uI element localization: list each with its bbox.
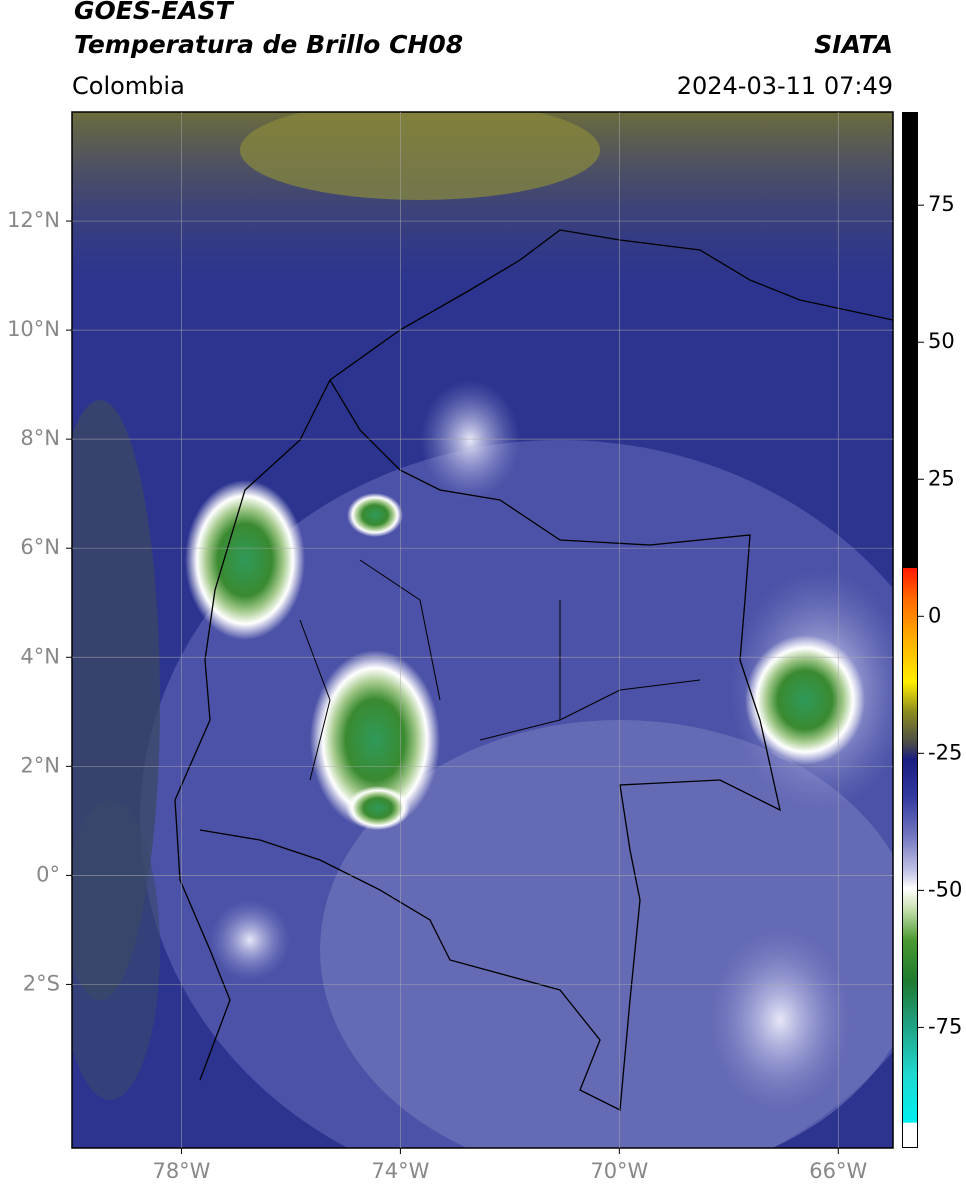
- colorbar-tick-label: 50: [928, 329, 955, 353]
- colorbar-tick-label: 75: [928, 192, 955, 216]
- colorbar-tick-label: -50: [928, 877, 962, 901]
- y-tick-label: 10°N: [7, 317, 60, 341]
- colorbar-tick-label: -25: [928, 740, 962, 764]
- y-tick-label: 12°N: [7, 208, 60, 232]
- colorbar-tick-label: 0: [928, 603, 941, 627]
- x-tick-label: 78°W: [152, 1159, 210, 1183]
- colorbar-tick-label: -75: [928, 1014, 962, 1038]
- map-frame: [71, 111, 894, 1149]
- x-tick-label: 74°W: [371, 1159, 429, 1183]
- x-tick-label: 66°W: [809, 1159, 867, 1183]
- region: Colombia: [72, 72, 185, 100]
- satellite: GOES-EAST: [74, 0, 233, 25]
- product: Temperatura de Brillo CH08: [74, 30, 464, 59]
- imagery: [72, 112, 893, 1148]
- datetime: 2024-03-11 07:49: [676, 72, 893, 100]
- x-tick-label: 70°W: [590, 1159, 648, 1183]
- y-tick-label: 6°N: [20, 535, 60, 559]
- y-tick-label: 2°N: [20, 753, 60, 777]
- colorbar: [902, 112, 918, 1148]
- y-tick-label: 4°N: [20, 644, 60, 668]
- y-tick-label: 2°S: [23, 971, 60, 995]
- colorbar-tick-label: 25: [928, 466, 955, 490]
- y-tick-label: 0°: [36, 862, 60, 886]
- y-tick-label: 8°N: [20, 426, 60, 450]
- source: SIATA: [814, 30, 893, 59]
